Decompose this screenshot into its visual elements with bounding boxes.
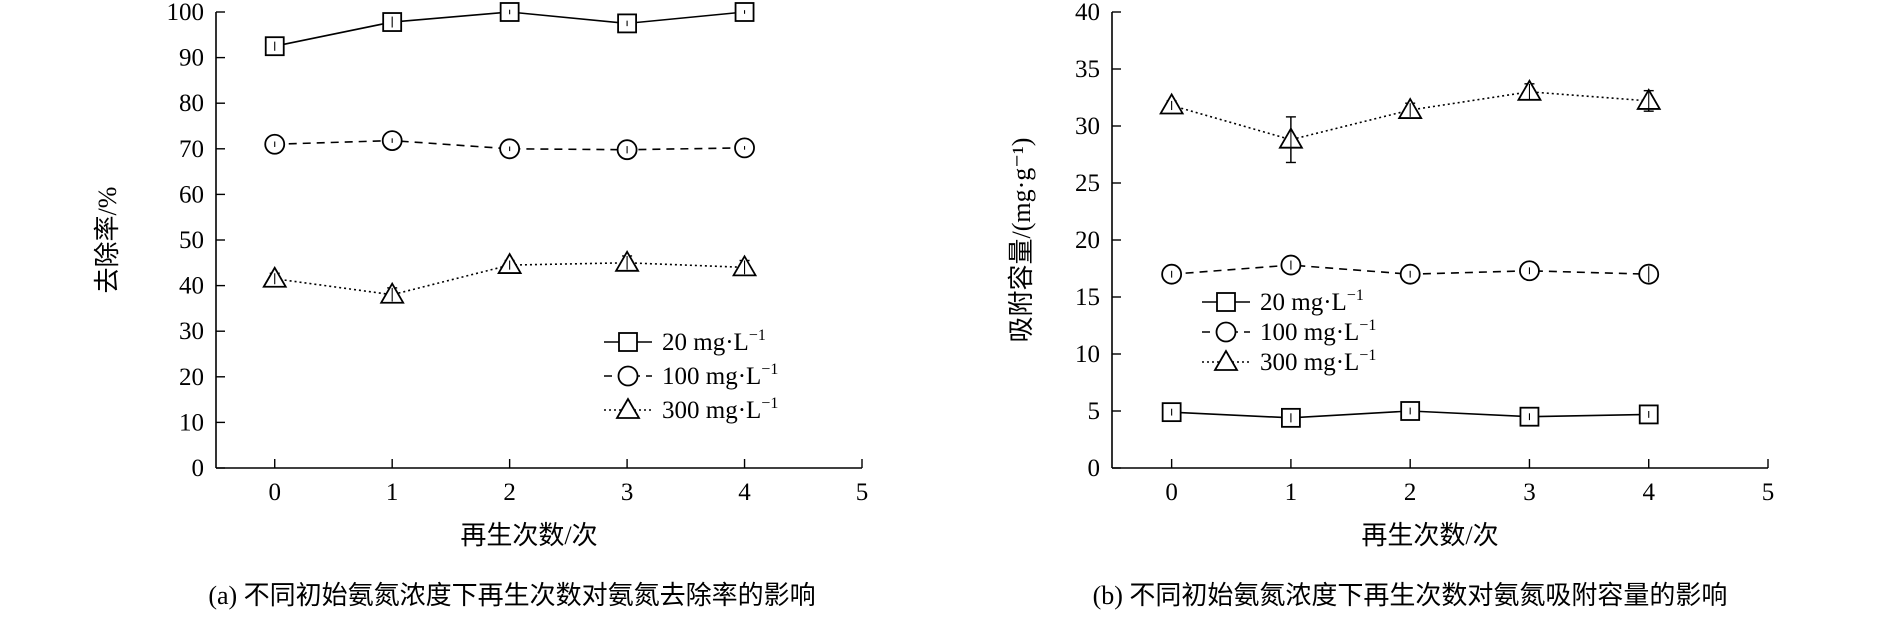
legend-label: 300 mg·L−1 (1260, 347, 1376, 376)
x-tick-label: 0 (1165, 479, 1178, 506)
y-tick-label: 70 (179, 136, 204, 163)
y-tick-label: 40 (1075, 0, 1100, 26)
legend-label: 20 mg·L−1 (662, 327, 766, 356)
legend-marker-square (618, 332, 638, 352)
caption-a: (a) 不同初始氨氮浓度下再生次数对氨氮去除率的影响 (208, 581, 815, 610)
y-axis-title: 去除率/% (93, 187, 122, 294)
y-axis-title: 吸附容量/(mg·g⁻¹) (1007, 138, 1036, 343)
x-tick-label: 1 (1285, 479, 1298, 506)
y-tick-label: 0 (192, 455, 205, 482)
x-tick-label: 3 (621, 479, 634, 506)
x-tick-label: 5 (856, 479, 869, 506)
x-axis-title: 再生次数/次 (460, 521, 597, 550)
y-tick-label: 35 (1075, 56, 1100, 83)
x-tick-label: 5 (1762, 479, 1775, 506)
legend-marker-square (1216, 292, 1236, 312)
y-tick-label: 20 (1075, 227, 1100, 254)
x-tick-label: 2 (503, 479, 516, 506)
legend-marker-triangle (615, 397, 641, 419)
x-tick-label: 4 (1642, 479, 1655, 506)
series-circle (1161, 254, 1660, 285)
x-tick-label: 2 (1404, 479, 1417, 506)
legend-label: 20 mg·L−1 (1260, 287, 1364, 316)
x-tick-label: 1 (386, 479, 399, 506)
series-square (1161, 401, 1659, 428)
series-square (264, 2, 755, 57)
y-tick-label: 90 (179, 45, 204, 72)
series-circle (264, 130, 755, 161)
y-tick-label: 60 (179, 181, 204, 208)
x-axis-title: 再生次数/次 (1361, 521, 1498, 550)
y-tick-label: 5 (1088, 398, 1101, 425)
legend-label: 100 mg·L−1 (662, 361, 778, 390)
y-tick-label: 20 (179, 364, 204, 391)
x-tick-label: 4 (738, 479, 751, 506)
legend-label: 100 mg·L−1 (1260, 317, 1376, 346)
y-tick-label: 30 (1075, 113, 1100, 140)
caption-b: (b) 不同初始氨氮浓度下再生次数对氨氮吸附容量的影响 (1093, 581, 1728, 610)
series-line (274, 261, 745, 296)
legend-marker-circle (617, 365, 639, 387)
y-tick-label: 40 (179, 273, 204, 300)
series-triangle (262, 250, 758, 304)
x-tick-label: 0 (268, 479, 281, 506)
panel-a-removal-rate-chart: 0 10 20 30 40 50 60 70 80 90 100 0 1 2 3 4 5 再生次数/次 去除率/% 2… (93, 0, 868, 550)
y-tick-label: 50 (179, 227, 204, 254)
y-tick-label: 15 (1075, 284, 1100, 311)
legend-marker-circle (1215, 321, 1237, 343)
y-tick-label: 25 (1075, 170, 1100, 197)
y-tick-label: 10 (1075, 341, 1100, 368)
panel-b-adsorption-capacity-chart: 0 5 10 15 20 25 30 35 40 0 1 2 3 4 5 再生次数/次 吸附容量/(mg·g⁻¹… (1007, 0, 1774, 550)
y-tick-label: 80 (179, 90, 204, 117)
y-tick-label: 0 (1088, 455, 1101, 482)
y-tick-label: 30 (179, 318, 204, 345)
legend-marker-triangle (1213, 349, 1239, 371)
y-tick-label: 100 (167, 0, 205, 26)
legend-label: 300 mg·L−1 (662, 395, 778, 424)
series-triangle (1159, 79, 1662, 164)
y-tick-label: 10 (179, 409, 204, 436)
x-tick-label: 3 (1523, 479, 1536, 506)
